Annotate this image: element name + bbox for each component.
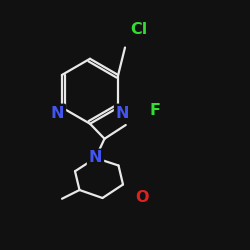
Text: Cl: Cl xyxy=(130,22,148,37)
Text: O: O xyxy=(135,190,149,205)
Text: N: N xyxy=(51,106,64,120)
Text: N: N xyxy=(89,150,102,166)
Text: N: N xyxy=(116,106,129,120)
Text: F: F xyxy=(150,103,160,118)
